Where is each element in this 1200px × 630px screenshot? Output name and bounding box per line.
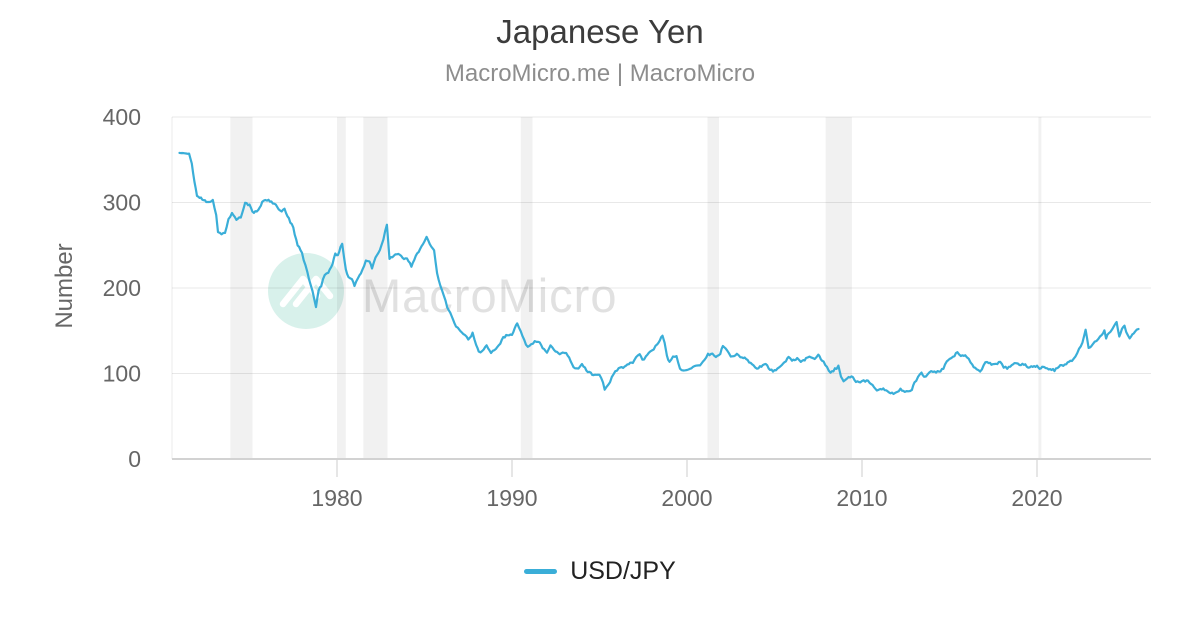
y-tick-label: 300 [103,190,141,216]
legend-label-usd-jpy: USD/JPY [570,556,676,585]
chart-subtitle: MacroMicro.me | MacroMicro [444,60,756,87]
axis-labels: 0 100 200 300 400 1980 1990 2000 2010 2020 [103,104,1063,511]
x-tick-label: 1990 [486,485,537,511]
recession-band [707,117,719,459]
recession-band [825,117,852,459]
watermark: MacroMicro [268,253,617,329]
gridlines [172,116,1151,374]
series-line-usd-jpy [178,151,1140,396]
chart-title: Japanese Yen [496,13,704,50]
recession-band [337,117,346,459]
recession-band [363,117,388,459]
legend-item-usd-jpy[interactable]: USD/JPY [524,557,676,586]
series-layer[interactable] [178,151,1140,396]
x-tick-label: 2020 [1011,485,1062,511]
x-tick-label: 2010 [836,485,887,511]
y-tick-label: 400 [103,104,141,130]
recession-band [520,117,533,459]
y-tick-label: 100 [103,361,141,387]
watermark-text: MacroMicro [362,269,617,322]
legend-swatch-usd-jpy [524,568,558,574]
recession-band [1038,117,1042,459]
x-tick-label: 1980 [311,485,362,511]
axes [171,117,1151,477]
x-tick-label: 2000 [661,485,712,511]
legend: USD/JPY [0,553,1200,589]
y-tick-label: 0 [128,446,141,472]
y-tick-label: 200 [103,275,141,301]
